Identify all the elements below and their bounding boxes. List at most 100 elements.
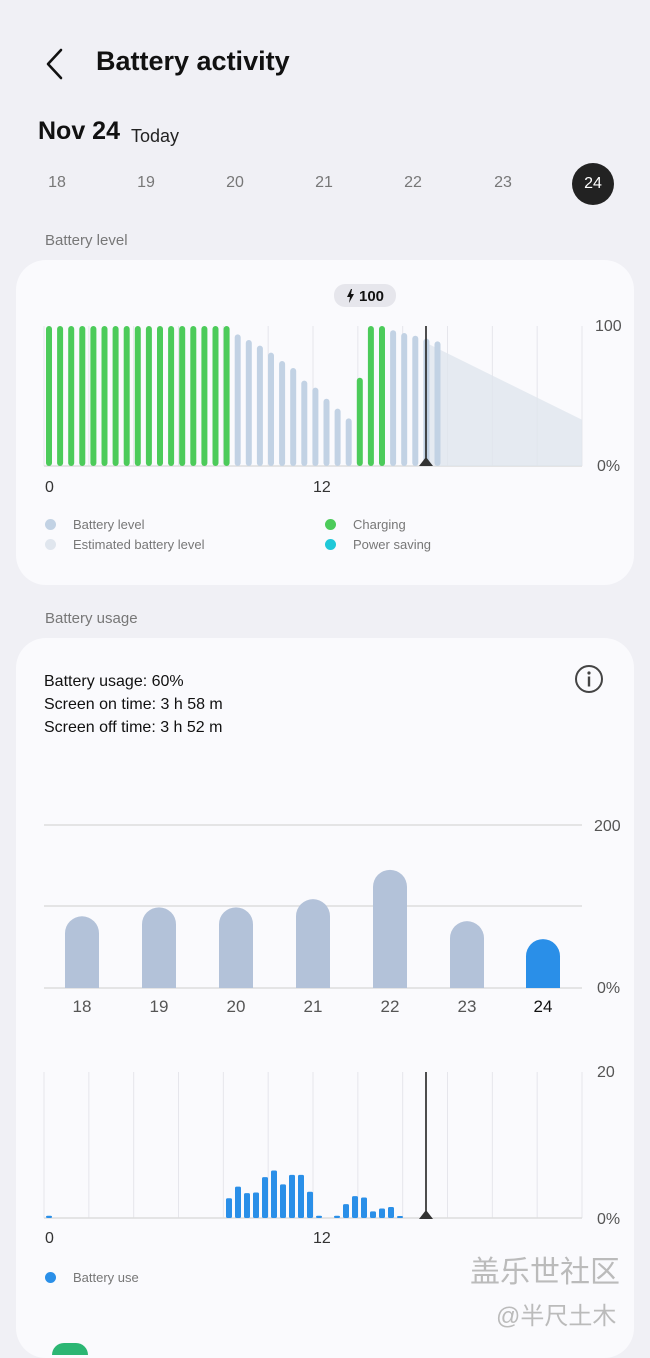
weekly-bar <box>296 899 330 988</box>
weekly-bar <box>219 907 253 988</box>
hourly-usage-bar <box>253 1192 259 1218</box>
battery-level-bar <box>256 345 263 466</box>
battery-level-bar <box>179 326 186 466</box>
hourly-usage-bar <box>370 1211 376 1218</box>
page-title: Battery activity <box>96 46 290 76</box>
legend-dot-battery-level <box>45 519 56 530</box>
hourly-usage-bar <box>343 1204 349 1218</box>
hourly-usage-bar <box>289 1174 295 1218</box>
battery-level-bar <box>145 326 152 466</box>
hourly-usage-bar <box>46 1215 52 1218</box>
battery-level-bar <box>123 326 130 466</box>
battery-level-bar <box>312 387 319 466</box>
info-icon[interactable] <box>574 664 604 694</box>
weekly-usage-chart[interactable]: 200 0% 18 19 20 21 22 23 24 <box>0 800 650 1020</box>
x-tick-12: 12 <box>313 479 331 496</box>
watermark-line1: 盖乐世社区 <box>470 1256 620 1289</box>
legend-battery-level: Battery level <box>73 517 145 532</box>
legend-dot-charging <box>325 519 336 530</box>
x-tick-0: 0 <box>45 479 54 496</box>
day-22[interactable]: 22 <box>404 174 422 191</box>
current-time-marker <box>419 457 433 466</box>
battery-level-bar <box>434 341 441 466</box>
legend-power-saving: Power saving <box>353 537 432 552</box>
screen-off-time: Screen off time: 3 h 52 m <box>44 719 223 736</box>
hourly-y-bottom: 0% <box>597 1211 620 1228</box>
weekly-x-labels: 18 19 20 21 22 23 24 <box>73 997 553 1016</box>
peak-value: 100 <box>359 288 384 305</box>
weekly-x-label: 21 <box>304 997 323 1016</box>
estimated-battery-area <box>426 342 582 466</box>
battery-usage-section-label: Battery usage <box>45 610 138 627</box>
hourly-current-time-marker <box>419 1210 433 1219</box>
watermark-line2: @半尺土木 <box>496 1303 617 1330</box>
battery-level-bar <box>79 326 86 466</box>
hourly-usage-bar <box>361 1197 367 1218</box>
hourly-usage-chart[interactable]: 20 0% 0 12 <box>0 1060 650 1250</box>
weekly-bar <box>65 916 99 988</box>
battery-level-bar <box>90 326 97 466</box>
battery-level-bar <box>157 326 163 466</box>
weekly-x-label: 22 <box>381 997 400 1016</box>
weekly-bar <box>142 907 176 988</box>
battery-level-bar <box>223 326 230 466</box>
battery-level-bar <box>212 326 219 466</box>
day-20[interactable]: 20 <box>226 174 244 191</box>
back-chevron-icon[interactable] <box>36 44 76 84</box>
app-icon-peek <box>52 1343 88 1355</box>
day-21[interactable]: 21 <box>315 174 333 191</box>
battery-level-bar <box>367 326 374 466</box>
battery-level-bar <box>323 398 330 466</box>
battery-level-chart[interactable]: 100 100 0% 0 12 <box>0 280 650 570</box>
battery-level-bar <box>356 377 363 466</box>
battery-level-bar <box>168 326 175 466</box>
legend-dot-estimated <box>45 539 56 550</box>
legend-estimated-battery-level: Estimated battery level <box>73 537 205 552</box>
weekly-x-label: 24 <box>534 997 553 1016</box>
weekly-bar <box>450 921 484 988</box>
legend-battery-use: Battery use <box>73 1270 139 1285</box>
battery-level-bar <box>234 334 241 466</box>
hourly-usage-bar <box>226 1198 232 1218</box>
battery-level-bar <box>268 352 274 466</box>
day-18[interactable]: 18 <box>48 174 66 191</box>
hourly-usage-bar <box>280 1184 286 1218</box>
battery-level-bar <box>290 368 297 466</box>
hourly-usage-bar <box>244 1193 250 1218</box>
battery-level-bar <box>245 340 252 466</box>
battery-usage-percent: Battery usage: 60% <box>44 673 184 690</box>
hourly-usage-bar <box>379 1208 385 1218</box>
hourly-usage-bar <box>352 1196 358 1218</box>
hourly-grid <box>43 1072 583 1219</box>
battery-level-bar <box>57 326 64 466</box>
hourly-usage-bar <box>307 1191 313 1218</box>
battery-level-bar <box>134 326 141 466</box>
hourly-usage-bar <box>271 1170 277 1218</box>
hourly-x-tick-0: 0 <box>45 1230 54 1247</box>
battery-level-bar <box>301 380 308 466</box>
hourly-y-top: 20 <box>597 1064 615 1081</box>
weekly-bars <box>65 869 560 988</box>
date-title: Nov 24 <box>38 117 120 145</box>
screen-on-time: Screen on time: 3 h 58 m <box>44 696 223 713</box>
weekly-x-label: 18 <box>73 997 92 1016</box>
hourly-usage-bar <box>298 1174 304 1218</box>
hourly-usage-bar <box>316 1215 322 1218</box>
date-subtitle: Today <box>131 126 180 146</box>
weekly-x-label: 19 <box>150 997 169 1016</box>
battery-level-bar <box>334 408 341 466</box>
weekly-bar <box>526 939 560 988</box>
hourly-bars <box>46 1170 403 1218</box>
battery-level-bar <box>412 335 419 466</box>
legend-dot-power-saving <box>325 539 336 550</box>
battery-level-bar <box>379 326 385 466</box>
battery-usage-card <box>16 638 634 1358</box>
hourly-x-tick-12: 12 <box>313 1230 331 1247</box>
battery-level-bar <box>390 330 397 466</box>
day-24-selected[interactable]: 24 <box>572 163 614 205</box>
day-23[interactable]: 23 <box>494 174 512 191</box>
battery-level-bar <box>68 326 75 466</box>
battery-level-bar <box>46 326 52 466</box>
hourly-usage-bar <box>334 1215 340 1218</box>
day-19[interactable]: 19 <box>137 174 155 191</box>
